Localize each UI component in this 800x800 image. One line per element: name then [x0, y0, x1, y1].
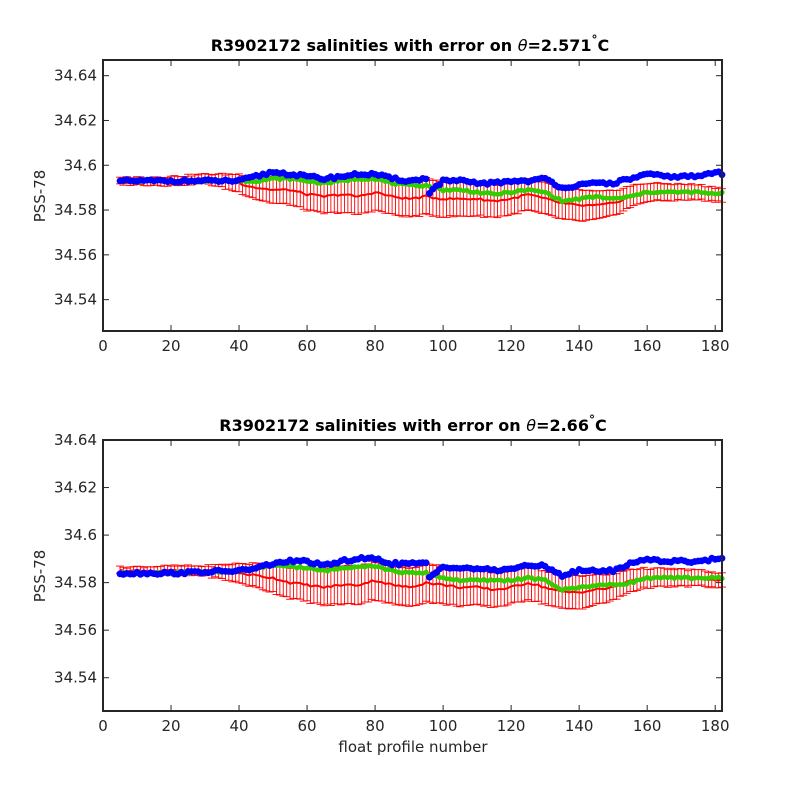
y-tick-label: 34.62: [54, 479, 97, 497]
bottom-panel-plot-area: 0 20 40 60 80 100 120 140 160 180 34.54 34.56 34.58 3…: [54, 431, 729, 735]
x-tick-label: 100: [429, 337, 458, 355]
x-tick-label: 20: [161, 337, 180, 355]
y-tick-label: 34.56: [54, 246, 97, 264]
x-tick-label: 40: [229, 337, 248, 355]
x-tick-label: 180: [701, 717, 730, 735]
axes-box: [102, 59, 723, 332]
x-tick-label: 120: [497, 337, 526, 355]
top-panel-plot-area: 0 20 40 60 80 100 120 140 160 180 34.54 34.56 34.58 3…: [54, 59, 730, 355]
x-tick-label: 0: [98, 717, 108, 735]
bottom-panel-y-label: PSS-78: [31, 550, 49, 603]
y-tick-label: 34.6: [64, 156, 97, 174]
bottom-panel: R3902172 salinities with error on θ=2.66…: [31, 413, 730, 756]
y-tick-label: 34.58: [54, 201, 97, 219]
x-tick-label: 100: [429, 717, 458, 735]
x-tick-label: 40: [229, 717, 248, 735]
x-tick-label: 60: [298, 337, 317, 355]
y-tick-label: 34.62: [54, 111, 97, 129]
y-tick-label: 34.6: [64, 526, 97, 544]
x-tick-label: 20: [161, 717, 180, 735]
x-tick-label: 160: [633, 717, 662, 735]
x-tick-label: 160: [633, 337, 662, 355]
y-tick-label: 34.64: [54, 431, 97, 449]
top-panel-y-label: PSS-78: [31, 170, 49, 223]
adjusted-point: [556, 195, 562, 202]
axes-box: [102, 439, 723, 712]
top-panel: R3902172 salinities with error on θ=2.57…: [31, 33, 730, 355]
y-tick-label: 34.64: [54, 67, 97, 85]
x-tick-label: 140: [565, 337, 594, 355]
raw-point: [436, 181, 444, 189]
raw-point: [422, 175, 430, 183]
x-tick-label: 60: [298, 717, 317, 735]
bottom-panel-title: R3902172 salinities with error on θ=2.66…: [219, 413, 606, 435]
top-panel-title: R3902172 salinities with error on θ=2.57…: [211, 33, 610, 55]
x-tick-label: 140: [565, 717, 594, 735]
y-tick-label: 34.54: [54, 669, 97, 687]
x-tick-label: 80: [366, 337, 385, 355]
x-tick-label: 0: [98, 337, 108, 355]
y-tick-label: 34.58: [54, 574, 97, 592]
adjusted-point: [545, 190, 552, 196]
y-tick-label: 34.54: [54, 291, 97, 309]
bottom-panel-x-label: float profile number: [338, 738, 488, 756]
y-tick-label: 34.56: [54, 621, 97, 639]
raw-point: [422, 559, 430, 567]
raw-salinity-series: [116, 168, 726, 197]
x-tick-label: 80: [366, 717, 385, 735]
raw-salinity-series: [116, 554, 726, 581]
x-tick-label: 120: [497, 717, 526, 735]
x-tick-label: 180: [701, 337, 730, 355]
